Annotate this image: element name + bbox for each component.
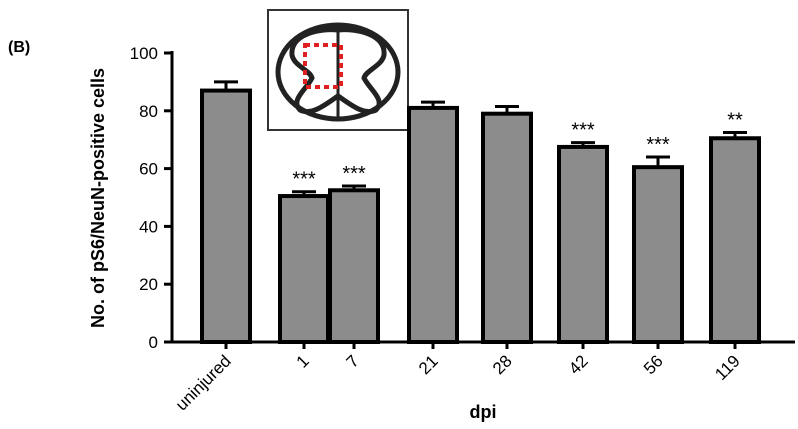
x-tick-label: 7 (343, 351, 363, 371)
bar (634, 167, 682, 342)
y-tick-label: 60 (139, 160, 158, 179)
chart: (B) No. of pS6/NeuN-positive cells dpi 0… (0, 0, 798, 429)
x-tick-label: 21 (415, 351, 442, 378)
x-tick-label: 119 (711, 351, 744, 384)
x-tick-label: 28 (489, 351, 516, 378)
x-axis-label: dpi (470, 402, 497, 422)
x-tick-label: uninjured (172, 351, 235, 414)
y-tick-label: 100 (130, 44, 158, 63)
bar (280, 196, 328, 342)
bar (559, 147, 607, 342)
y-tick-label: 0 (149, 333, 158, 352)
y-tick-label: 80 (139, 102, 158, 121)
x-tick-label: 42 (565, 351, 592, 378)
y-axis-label: No. of pS6/NeuN-positive cells (88, 68, 108, 328)
y-tick-label: 20 (139, 275, 158, 294)
x-tick-label: 56 (640, 351, 667, 378)
significance-label: *** (342, 163, 366, 185)
bar (483, 114, 531, 342)
bar (711, 138, 759, 342)
significance-label: ** (727, 109, 743, 131)
bar (330, 190, 378, 342)
bar (202, 91, 250, 342)
panel-label: (B) (8, 39, 30, 56)
inset-diagram (268, 10, 408, 130)
x-tick-label: 1 (293, 351, 313, 371)
significance-label: *** (571, 120, 595, 142)
bar (409, 108, 457, 342)
significance-label: *** (292, 169, 316, 191)
y-tick-label: 40 (139, 217, 158, 236)
significance-label: *** (646, 134, 670, 156)
